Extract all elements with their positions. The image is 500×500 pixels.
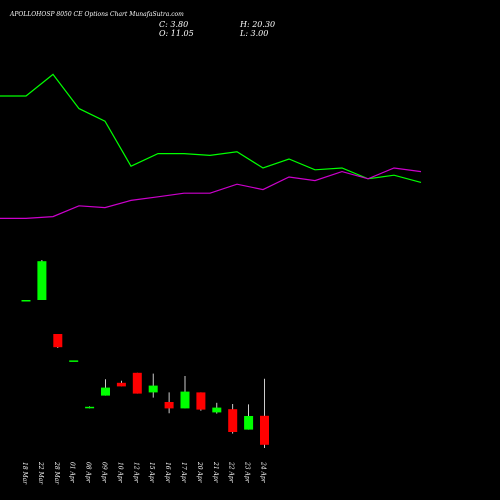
candle-body — [101, 387, 110, 396]
close-value: C: 3.80 — [159, 20, 189, 29]
candle-body — [212, 407, 222, 413]
x-tick-label: 01 Apr — [69, 462, 76, 484]
candle-body — [69, 360, 79, 362]
candle-28-mar — [53, 334, 63, 348]
candle-17-apr — [180, 376, 190, 409]
x-tick-label: 22 Mar — [37, 461, 44, 485]
candle-22-apr — [228, 404, 238, 434]
candle-body — [53, 334, 63, 348]
candle-24-apr — [260, 378, 269, 448]
candle-09-apr — [101, 379, 110, 396]
candle-body — [244, 416, 254, 430]
candle-body — [228, 409, 238, 432]
x-tick-label: 20 Apr — [196, 461, 203, 484]
candle-16-apr — [164, 392, 174, 414]
candle-body — [85, 406, 95, 409]
x-axis-labels: 18 Mar 22 Mar 28 Mar 01 Apr 08 Apr 09 Apr 10 A… — [21, 461, 267, 485]
x-tick-label: 09 Apr — [101, 462, 108, 484]
candle-12-apr — [132, 372, 142, 394]
candle-body — [164, 402, 174, 409]
low-value: L: 3.00 — [240, 29, 269, 38]
high-value: H: 20.30 — [240, 20, 276, 29]
candle-08-apr — [85, 406, 95, 409]
candle-22-mar — [37, 260, 47, 300]
indicator-lines — [0, 73, 422, 219]
candle-body — [132, 372, 142, 394]
candle-body — [37, 261, 47, 300]
candle-15-apr — [148, 373, 158, 398]
candle-body — [196, 392, 206, 410]
candle-01-apr — [69, 360, 79, 362]
candle-23-apr — [244, 404, 254, 430]
open-value: O: 11.05 — [159, 29, 194, 38]
x-tick-label: 08 Apr — [85, 462, 92, 484]
candle-21-apr — [212, 402, 222, 414]
x-tick-label: 21 Apr — [212, 461, 219, 484]
candle-20-apr — [196, 392, 206, 411]
x-tick-label: 18 Mar — [21, 462, 28, 485]
candle-body — [260, 415, 269, 445]
candle-body — [21, 300, 31, 302]
x-tick-label: 22 Apr — [228, 461, 235, 484]
candle-body — [180, 391, 190, 409]
indicator-line-1 — [0, 73, 422, 183]
indicator-line-2 — [0, 167, 422, 219]
x-tick-label: 24 Apr — [260, 461, 267, 484]
candles — [21, 260, 269, 448]
candle-body — [116, 382, 126, 387]
x-tick-label: 23 Apr — [244, 461, 251, 484]
candle-body — [148, 385, 158, 393]
x-tick-label: 12 Apr — [132, 462, 139, 484]
x-tick-label: 28 Mar — [53, 461, 60, 485]
x-tick-label: 16 Apr — [164, 462, 171, 484]
candle-10-apr — [116, 380, 126, 387]
chart-title: APOLLOHOSP 8050 CE Options Chart MunafaS… — [10, 11, 184, 18]
x-tick-label: 17 Apr — [180, 462, 187, 484]
x-tick-label: 10 Apr — [116, 462, 123, 484]
x-tick-label: 15 Apr — [148, 462, 155, 484]
candle-18-mar — [21, 300, 31, 302]
